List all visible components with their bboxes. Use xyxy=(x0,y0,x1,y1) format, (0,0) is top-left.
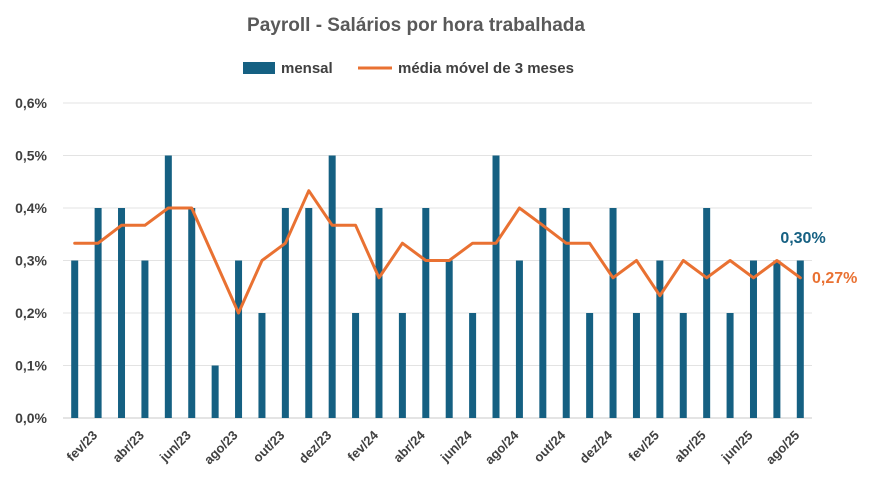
bar-mensal xyxy=(71,260,79,418)
x-tick-label: abr/24 xyxy=(390,427,428,465)
bar-mensal xyxy=(539,208,547,418)
y-tick-label: 0,1% xyxy=(15,358,47,374)
bar-mensal xyxy=(515,260,523,418)
x-tick-label: jun/25 xyxy=(718,428,756,466)
bar-mensal xyxy=(211,365,219,418)
x-tick-label: out/23 xyxy=(250,428,288,466)
bar-mensal xyxy=(492,155,500,418)
y-tick-label: 0,6% xyxy=(15,95,47,111)
bar-mensal xyxy=(773,260,781,418)
x-tick-label: abr/25 xyxy=(671,428,709,466)
bar-mensal xyxy=(749,260,757,418)
bar-mensal xyxy=(328,155,336,418)
annotation-media-movel-last: 0,27% xyxy=(812,270,857,287)
bar-mensal xyxy=(352,313,360,418)
x-tick-label: dez/23 xyxy=(296,428,335,467)
y-axis-ticks: 0,0% 0,1% 0,2% 0,3% 0,4% 0,5% 0,6% xyxy=(15,95,47,426)
legend: mensal média móvel de 3 meses xyxy=(243,60,574,77)
bar-mensal xyxy=(632,313,640,418)
y-tick-label: 0,0% xyxy=(15,410,47,426)
x-tick-label: fev/25 xyxy=(625,428,662,465)
x-tick-label: out/24 xyxy=(531,427,569,465)
x-tick-label: ago/23 xyxy=(201,427,241,467)
bar-mensal xyxy=(422,208,430,418)
x-tick-label: fev/23 xyxy=(64,428,101,465)
bar-mensal xyxy=(235,260,243,418)
bar-mensal xyxy=(703,208,711,418)
x-tick-label: ago/24 xyxy=(482,427,522,467)
x-tick-label: jun/24 xyxy=(437,427,475,465)
legend-label-mensal: mensal xyxy=(281,60,333,77)
bars-mensal xyxy=(71,155,804,418)
x-tick-label: fev/24 xyxy=(344,427,381,464)
bar-mensal xyxy=(562,208,570,418)
bar-mensal xyxy=(469,313,477,418)
bar-mensal xyxy=(118,208,126,418)
y-tick-label: 0,2% xyxy=(15,305,47,321)
legend-label-media-movel: média móvel de 3 meses xyxy=(398,60,574,77)
bar-mensal xyxy=(679,313,687,418)
bar-mensal xyxy=(94,208,102,418)
bar-mensal xyxy=(305,208,313,418)
bar-mensal xyxy=(586,313,594,418)
x-tick-label: ago/25 xyxy=(763,428,803,468)
line-media-movel-path xyxy=(73,189,802,315)
legend-swatch-mensal xyxy=(243,62,275,74)
y-tick-label: 0,3% xyxy=(15,253,47,269)
x-tick-label: abr/23 xyxy=(109,427,147,465)
bar-mensal xyxy=(258,313,266,418)
chart-title: Payroll - Salários por hora trabalhada xyxy=(247,15,585,36)
x-tick-label: jun/23 xyxy=(156,427,194,465)
bar-mensal xyxy=(188,208,196,418)
bar-mensal xyxy=(445,260,453,418)
bar-mensal xyxy=(281,208,289,418)
line-media-movel xyxy=(73,189,802,315)
y-tick-label: 0,5% xyxy=(15,148,47,164)
bar-mensal xyxy=(375,208,383,418)
bar-mensal xyxy=(141,260,149,418)
bar-mensal xyxy=(656,260,664,418)
bar-mensal xyxy=(609,208,617,418)
x-tick-label: dez/24 xyxy=(576,427,615,466)
bar-mensal xyxy=(398,313,406,418)
x-axis-ticks: fev/23 abr/23 jun/23 ago/23 out/23 dez/23 fev/… xyxy=(64,427,803,467)
bar-mensal xyxy=(726,313,734,418)
annotation-mensal-last: 0,30% xyxy=(780,230,825,247)
bar-mensal xyxy=(164,155,172,418)
bar-mensal xyxy=(796,260,804,418)
y-tick-label: 0,4% xyxy=(15,200,47,216)
